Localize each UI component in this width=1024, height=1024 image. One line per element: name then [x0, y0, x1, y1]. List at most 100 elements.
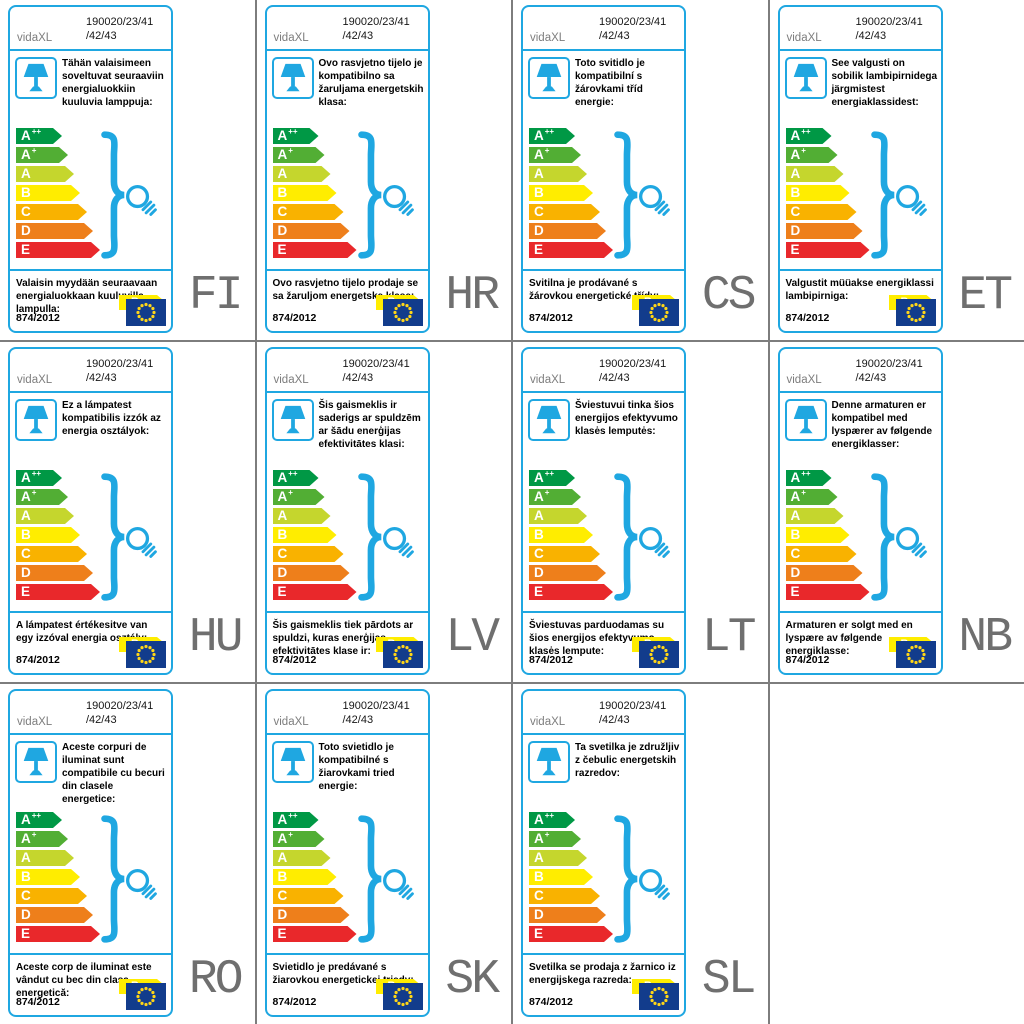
grid-cell-hr: vidaXL 190020/23/41 /42/43 Ovo rasvjetno… — [256, 0, 511, 340]
sold-with-text: Šviestuvas parduodamas su šios energijos… — [529, 620, 665, 657]
class-arrow-b: B — [273, 185, 337, 201]
class-arrow-b: B — [16, 527, 80, 543]
class-arrow-e: E — [16, 242, 100, 258]
card-footer: 874/2012 — [16, 983, 166, 1010]
class-arrow-e: E — [786, 584, 870, 600]
model-number: 190020/23/41 /42/43 — [343, 15, 410, 44]
grid-cell-sl: vidaXL 190020/23/41 /42/43 Ta svetilka j… — [513, 684, 768, 1024]
energy-class-scale: A ++ A + A B C D E — [523, 465, 684, 611]
class-arrow-a-plus: A + — [273, 489, 325, 505]
divider — [523, 391, 684, 393]
energy-class-scale: A ++ A + A B C D E — [10, 465, 171, 611]
language-code: LT — [701, 611, 757, 665]
sold-with-text: Svetilka se prodaja z žarnico iz energij… — [529, 962, 676, 986]
lightbulb-icon — [895, 527, 927, 558]
energy-label-card: vidaXL 190020/23/41 /42/43 Aceste corpur… — [8, 689, 173, 1017]
table-lamp-icon — [784, 57, 827, 99]
divider — [779, 391, 941, 393]
energy-label-card: vidaXL 190020/23/41 /42/43 Ovo rasvjetno… — [264, 5, 430, 333]
class-arrow-e: E — [16, 584, 100, 600]
compatibility-section: Tähän valaisimeen soveltuvat seuraaviin … — [10, 51, 171, 123]
class-arrow-a: A — [16, 508, 74, 524]
divider — [10, 733, 171, 735]
brand-logo: vidaXL — [273, 374, 309, 386]
class-arrow-d: D — [16, 223, 93, 239]
class-arrow-a: A — [786, 508, 844, 524]
class-arrow-b: B — [16, 185, 80, 201]
grid-cell-sk: vidaXL 190020/23/41 /42/43 Toto svietidl… — [256, 684, 511, 1024]
class-arrow-e: E — [16, 926, 100, 942]
compatibility-section: Šis gaismeklis ir saderigs ar spuldzēm a… — [267, 393, 428, 465]
class-arrow-a-plus: A + — [786, 147, 838, 163]
regulation-number: 874/2012 — [16, 312, 60, 324]
class-arrow-a: A — [273, 850, 331, 866]
compatibility-text: Toto svietidlo je kompatibilné s žiarovk… — [318, 742, 395, 792]
divider — [10, 953, 171, 955]
divider — [10, 391, 171, 393]
class-arrow-a-plus: A + — [529, 831, 581, 847]
card-header: vidaXL 190020/23/41 /42/43 — [523, 7, 684, 49]
table-lamp-icon — [271, 57, 314, 99]
divider — [266, 611, 428, 613]
compatibility-section: Šviestuvui tinka šios energijos efektyvu… — [523, 393, 684, 465]
class-arrow-a-plus: A + — [786, 489, 838, 505]
energy-label-card: vidaXL 190020/23/41 /42/43 See valgusti … — [777, 5, 943, 333]
class-arrow-a-plus-plus: A ++ — [529, 128, 575, 144]
energy-label-card: vidaXL 190020/23/41 /42/43 Šviestuvui ti… — [521, 347, 686, 675]
class-arrow-a-plus-plus: A ++ — [273, 128, 319, 144]
sold-with-section: Armaturen er solgt med en lyspære av føl… — [780, 613, 941, 673]
class-arrow-b: B — [273, 527, 337, 543]
divider — [266, 391, 428, 393]
brand-logo: vidaXL — [17, 32, 53, 44]
class-arrow-a: A — [16, 166, 74, 182]
card-header: vidaXL 190020/23/41 /42/43 — [780, 7, 941, 49]
sold-with-text: A lámpatest értékesitve van egy izzóval … — [16, 620, 148, 644]
class-arrow-a-plus: A + — [273, 147, 325, 163]
curly-brace-icon — [357, 131, 382, 259]
compatibility-text: Ta svetilka je združljiv z čebulic energ… — [575, 742, 680, 779]
divider — [266, 269, 428, 271]
divider — [10, 611, 171, 613]
sold-with-text: Šis gaismeklis tiek pārdots ar spuldzi, … — [272, 620, 414, 657]
model-number: 190020/23/41 /42/43 — [86, 15, 153, 44]
class-arrow-a: A — [529, 508, 587, 524]
class-arrow-c: C — [16, 546, 87, 562]
class-arrow-d: D — [786, 565, 863, 581]
class-arrow-d: D — [786, 223, 863, 239]
model-number: 190020/23/41 /42/43 — [856, 15, 923, 44]
class-arrow-a-plus-plus: A ++ — [273, 470, 319, 486]
energy-label-card: vidaXL 190020/23/41 /42/43 Ta svetilka j… — [521, 689, 686, 1017]
card-footer: 874/2012 — [529, 983, 679, 1010]
energy-label-card: vidaXL 190020/23/41 /42/43 Toto svitidlo… — [521, 5, 686, 333]
model-number-line1: 190020/23/41 — [855, 358, 923, 370]
card-header: vidaXL 190020/23/41 /42/43 — [523, 691, 684, 733]
class-arrow-c: C — [273, 546, 344, 562]
lightbulb-icon — [382, 527, 414, 558]
class-arrow-e: E — [529, 926, 613, 942]
class-arrow-a-plus-plus: A ++ — [786, 128, 832, 144]
language-code: NB — [958, 611, 1013, 665]
class-arrow-c: C — [786, 546, 857, 562]
regulation-number: 874/2012 — [16, 654, 60, 666]
table-lamp-icon — [784, 399, 827, 441]
class-arrow-a-plus-plus: A ++ — [529, 470, 575, 486]
class-arrow-d: D — [273, 223, 350, 239]
compatibility-section: Aceste corpuri de iluminat sunt compatib… — [10, 735, 171, 807]
class-arrow-a-plus: A + — [16, 831, 68, 847]
sold-with-text: Armaturen er solgt med en lyspære av føl… — [785, 620, 913, 657]
lightbulb-icon — [126, 527, 157, 558]
compatibility-text: Ez a lámpatest kompatibilis izzók az ene… — [62, 400, 161, 437]
language-code: ET — [958, 269, 1013, 323]
model-number-line2: /42/43 — [599, 30, 630, 43]
compatibility-section: Denne armaturen er kompatibel med lyspær… — [780, 393, 941, 465]
curly-brace-icon — [614, 473, 638, 601]
model-number-line1: 190020/23/41 — [342, 16, 410, 28]
class-arrow-d: D — [529, 565, 606, 581]
curly-brace-icon — [101, 131, 125, 259]
class-arrow-c: C — [16, 204, 87, 220]
curly-brace-icon — [870, 473, 895, 601]
regulation-number: 874/2012 — [785, 312, 830, 324]
sold-with-text: Valgustit müüakse energiklassi lambipirn… — [785, 278, 934, 302]
grid-cell-lv: vidaXL 190020/23/41 /42/43 Šis gaismekli… — [256, 342, 511, 682]
class-arrow-d: D — [16, 565, 93, 581]
